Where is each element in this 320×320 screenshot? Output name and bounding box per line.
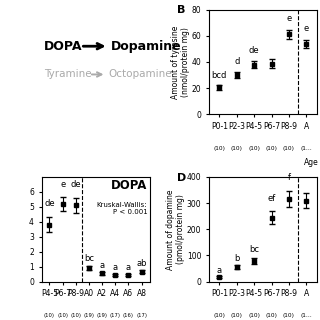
Text: e: e xyxy=(304,24,309,33)
Text: DOPA: DOPA xyxy=(111,179,148,192)
Y-axis label: Amount of dopamine
(pmol/protein mg): Amount of dopamine (pmol/protein mg) xyxy=(166,189,185,269)
Text: (17): (17) xyxy=(136,313,147,318)
Text: (10): (10) xyxy=(248,146,260,151)
Text: f: f xyxy=(287,173,291,182)
Text: (10): (10) xyxy=(283,313,295,318)
Text: (1…: (1… xyxy=(300,313,312,318)
Text: (10): (10) xyxy=(44,313,55,318)
Text: (10): (10) xyxy=(231,313,243,318)
Text: Kruskal-Wallis:
P < 0.001: Kruskal-Wallis: P < 0.001 xyxy=(97,202,148,215)
Text: bc: bc xyxy=(84,254,94,263)
Text: (10): (10) xyxy=(231,146,243,151)
Text: d: d xyxy=(234,58,239,67)
Text: a: a xyxy=(217,266,222,275)
Text: D: D xyxy=(177,173,186,183)
Text: b: b xyxy=(234,253,239,262)
Text: (10): (10) xyxy=(213,313,225,318)
Text: (10): (10) xyxy=(266,313,277,318)
Text: ab: ab xyxy=(136,259,147,268)
Text: e: e xyxy=(60,180,65,189)
Text: de: de xyxy=(44,199,55,208)
Text: Octopamine: Octopamine xyxy=(108,69,172,79)
Text: (10): (10) xyxy=(266,146,277,151)
Text: B: B xyxy=(177,5,185,15)
Text: bcd: bcd xyxy=(212,71,227,80)
Text: (17): (17) xyxy=(110,313,121,318)
Text: a: a xyxy=(100,261,105,270)
Text: Tyramine: Tyramine xyxy=(44,69,92,79)
Text: Age: Age xyxy=(304,158,319,167)
Text: (10): (10) xyxy=(213,146,225,151)
Text: (19): (19) xyxy=(97,313,108,318)
Text: e: e xyxy=(286,14,292,23)
Text: ef: ef xyxy=(268,194,276,203)
Text: a: a xyxy=(113,263,118,273)
Y-axis label: Amount of tyrosine
(nmol/protein mg): Amount of tyrosine (nmol/protein mg) xyxy=(171,25,190,99)
Text: bc: bc xyxy=(249,244,259,254)
Text: (10): (10) xyxy=(57,313,68,318)
Text: (10): (10) xyxy=(70,313,81,318)
Text: DOPA: DOPA xyxy=(44,40,82,53)
Text: (1…: (1… xyxy=(300,146,312,151)
Text: (10): (10) xyxy=(283,146,295,151)
Text: a: a xyxy=(126,263,131,273)
Text: Dopamine: Dopamine xyxy=(111,40,181,53)
Text: (10): (10) xyxy=(248,313,260,318)
Text: (16): (16) xyxy=(123,313,134,318)
Text: de: de xyxy=(249,46,260,55)
Text: de: de xyxy=(70,180,81,189)
Text: (19): (19) xyxy=(84,313,94,318)
